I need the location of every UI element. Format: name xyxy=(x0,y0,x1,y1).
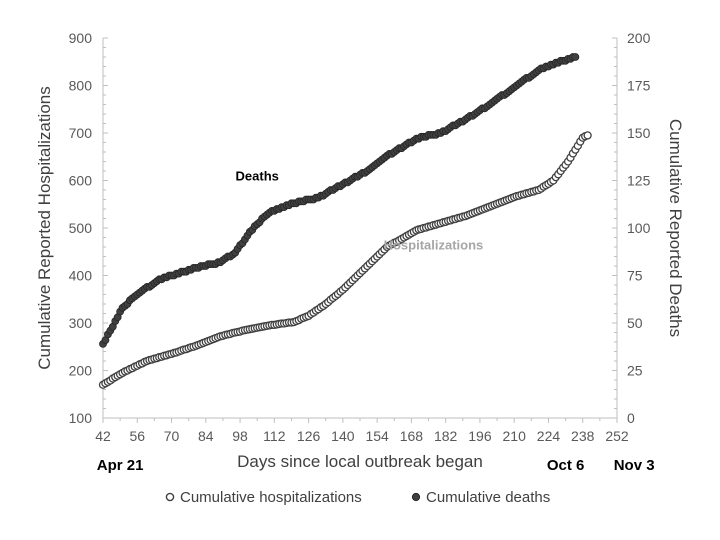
date-label: Nov 3 xyxy=(614,457,655,474)
right-y-tick-labels: 0 25 50 75 100 125 150 175 200 xyxy=(627,30,651,426)
x-tick-label: 196 xyxy=(468,428,492,444)
x-tick-label: 140 xyxy=(331,428,355,444)
left-y-tick-label: 900 xyxy=(69,30,93,46)
right-y-tick-label: 75 xyxy=(627,268,643,284)
x-tick-label: 154 xyxy=(365,428,389,444)
legend: Cumulative hospitalizations Cumulative d… xyxy=(165,489,550,506)
x-tick-label: 112 xyxy=(263,428,286,444)
annotation-label: Deaths xyxy=(236,169,279,184)
x-tick-label: 224 xyxy=(537,428,561,444)
y-axis-right-title: Cumulative Reported Deaths xyxy=(666,119,685,337)
left-y-tick-label: 500 xyxy=(69,220,93,236)
series-hospitalizations xyxy=(98,131,592,389)
x-tick-label: 98 xyxy=(232,428,248,444)
date-labels: Apr 21 Oct 6 Nov 3 xyxy=(97,457,655,474)
left-y-tick-label: 400 xyxy=(69,268,93,284)
right-y-tick-label: 150 xyxy=(627,125,651,141)
left-y-tick-label: 300 xyxy=(69,315,93,331)
right-y-tick-label: 175 xyxy=(627,78,651,94)
hospitalizations-point xyxy=(583,131,592,140)
left-y-tick-label: 700 xyxy=(69,125,93,141)
right-y-tick-label: 200 xyxy=(627,30,651,46)
left-y-tick-label: 800 xyxy=(69,78,93,94)
right-y-tick-label: 50 xyxy=(627,315,643,331)
right-y-tick-label: 0 xyxy=(627,410,635,426)
x-tick-label: 168 xyxy=(400,428,424,444)
right-y-tick-label: 25 xyxy=(627,363,643,379)
x-tick-label: 182 xyxy=(434,428,458,444)
x-tick-label: 238 xyxy=(571,428,595,444)
deaths-point xyxy=(571,53,580,61)
legend-marker-hospitalizations xyxy=(165,492,175,502)
left-y-tick-label: 100 xyxy=(69,410,93,426)
date-label: Apr 21 xyxy=(97,457,144,474)
legend-marker-deaths xyxy=(411,492,421,502)
annotations: Deaths Hospitalizations xyxy=(236,169,484,253)
left-y-tick-labels: 100 200 300 400 500 600 700 800 900 xyxy=(69,30,93,426)
x-tick-label: 252 xyxy=(605,428,629,444)
series-deaths xyxy=(99,53,580,348)
right-y-tick-label: 100 xyxy=(627,220,651,236)
minor-tick-marks xyxy=(102,37,618,423)
x-tick-label: 126 xyxy=(297,428,321,444)
x-tick-labels: 42 56 70 84 98 112 126 140 154 168 182 196 210 224 238… xyxy=(95,428,629,444)
x-axis-title: Days since local outbreak began xyxy=(237,452,483,471)
x-tick-label: 84 xyxy=(198,428,214,444)
x-tick-label: 70 xyxy=(164,428,180,444)
date-label: Oct 6 xyxy=(547,457,585,474)
right-y-tick-label: 125 xyxy=(627,173,651,189)
y-axis-left-title: Cumulative Reported Hospitalizations xyxy=(35,86,54,369)
axes-group xyxy=(102,38,618,419)
x-tick-label: 56 xyxy=(129,428,145,444)
legend-label-deaths: Cumulative deaths xyxy=(426,489,550,506)
left-y-tick-label: 200 xyxy=(69,363,93,379)
annotation-label: Hospitalizations xyxy=(384,237,484,252)
legend-label-hospitalizations: Cumulative hospitalizations xyxy=(180,489,362,506)
left-y-tick-label: 600 xyxy=(69,173,93,189)
x-tick-label: 42 xyxy=(95,428,111,444)
x-tick-label: 210 xyxy=(503,428,527,444)
